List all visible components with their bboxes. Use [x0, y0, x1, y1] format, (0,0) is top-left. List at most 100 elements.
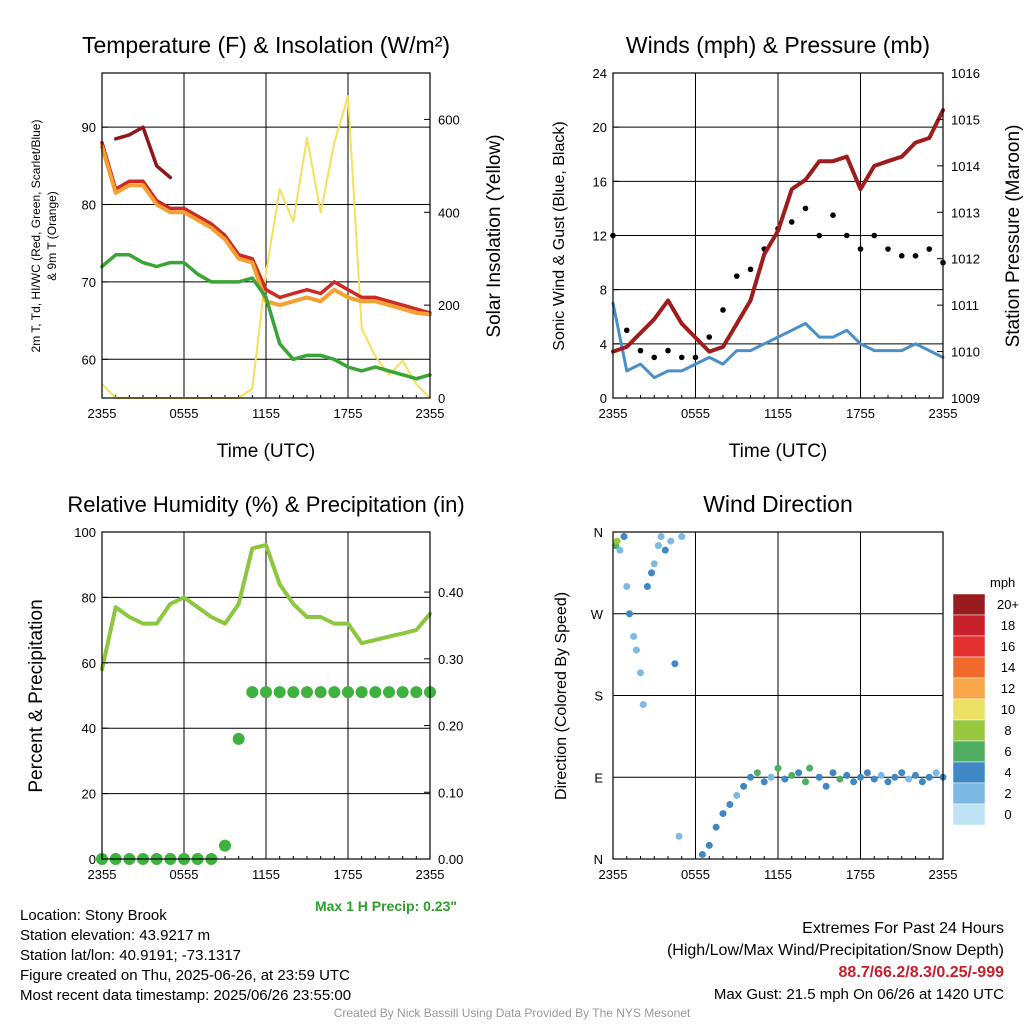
gust-point [871, 232, 878, 239]
series-line-2m-t [100, 140, 432, 315]
gust-point [733, 273, 740, 279]
legend-label: 10 [1001, 702, 1015, 717]
chart-title: Winds (mph) & Pressure (mb) [626, 32, 930, 58]
direction-point [806, 764, 814, 772]
direction-point [932, 769, 940, 777]
gust-point [720, 307, 726, 313]
legend-swatch [952, 803, 986, 826]
direction-point [753, 769, 761, 777]
direction-point [719, 810, 727, 818]
latlon-text: Station lat/lon: 40.9191; -73.1317 [20, 947, 242, 964]
y-axis-label: Percent & Precipitation [26, 599, 47, 792]
direction-point [740, 782, 748, 790]
right-y-tick-label: 1010 [951, 345, 980, 360]
x-tick-label: 1155 [764, 406, 792, 421]
gust-point [843, 232, 850, 239]
x-tick-label: 2355 [88, 406, 117, 421]
elevation-text: Station elevation: 43.9217 m [20, 927, 211, 944]
x-tick-label: 1755 [334, 867, 363, 882]
direction-point [891, 773, 899, 781]
chart-title: Relative Humidity (%) & Precipitation (i… [67, 492, 464, 517]
legend-swatch [952, 614, 986, 637]
legend-label: 16 [1001, 639, 1015, 654]
precip-point [342, 686, 354, 699]
direction-point [705, 841, 713, 849]
gust-point [678, 354, 685, 361]
max-precip-annotation: Max 1 H Precip: 0.23" [315, 898, 457, 914]
right-y-tick-label: 1009 [951, 391, 980, 406]
left-y-tick-label: 0 [89, 852, 96, 867]
legend-swatch [952, 698, 986, 721]
gust-point [651, 354, 658, 361]
gust-point [816, 232, 823, 239]
legend-label: 18 [1001, 618, 1015, 633]
plot-frame [101, 531, 431, 860]
precip-point [396, 686, 409, 699]
right-y-tick-label: 0.00 [438, 852, 463, 867]
legend-swatch [952, 593, 986, 616]
direction-point [815, 773, 823, 781]
x-tick-label: 0555 [170, 867, 199, 882]
legend-label: 0 [1004, 807, 1011, 822]
direction-point [863, 769, 871, 777]
legend-label: 8 [1004, 723, 1011, 738]
direction-point [788, 771, 796, 779]
precip-point [355, 686, 368, 699]
left-y-tick-label: 12 [593, 229, 607, 244]
left-y-tick-label: 20 [82, 787, 96, 802]
direction-tick-label: N [594, 852, 603, 867]
direction-point [667, 537, 675, 545]
direction-point [884, 778, 892, 786]
right-y-tick-label: 0.30 [438, 652, 463, 667]
right-y-axis-label: Station Pressure (Maroon) [1003, 125, 1024, 348]
left-y-tick-label: 90 [82, 120, 96, 135]
direction-point [678, 533, 686, 541]
right-y-tick-label: 0.20 [438, 719, 463, 734]
legend-label: 14 [1001, 660, 1015, 675]
left-y-tick-label: 4 [600, 337, 607, 352]
x-tick-label: 1155 [252, 867, 280, 882]
direction-point [767, 773, 775, 781]
direction-point [654, 542, 662, 550]
y-axis-label: Sonic Wind & Gust (Blue, Black) [551, 121, 568, 350]
direction-point [905, 775, 913, 783]
gust-point [637, 347, 644, 354]
legend-label: 2 [1004, 786, 1011, 801]
legend-label: 12 [1001, 681, 1015, 696]
direction-point [760, 778, 768, 786]
left-y-tick-label: 8 [600, 283, 607, 298]
direction-point [632, 646, 640, 654]
chart-title: Wind Direction [703, 491, 853, 517]
pressure-line [611, 108, 945, 354]
precip-point [260, 686, 272, 699]
credit-text: Created By Nick Bassill Using Data Provi… [333, 1006, 691, 1020]
direction-point [626, 610, 633, 618]
gust-point [788, 219, 795, 225]
direction-point [671, 660, 679, 668]
series-line-hi [113, 125, 173, 180]
left-y-tick-label: 80 [82, 590, 96, 605]
left-y-tick-label: 70 [82, 275, 96, 290]
left-y-tick-label: 16 [593, 174, 607, 189]
legend-label: 6 [1004, 744, 1011, 759]
extremes-subtitle: (High/Low/Max Wind/Precipitation/Snow De… [666, 942, 1004, 959]
precip-point [246, 686, 259, 699]
gust-point [857, 246, 864, 252]
right-y-tick-label: 0.40 [438, 585, 463, 600]
direction-point [657, 533, 665, 541]
x-tick-label: 1755 [846, 867, 875, 882]
left-y-tick-label: 100 [74, 525, 96, 540]
extremes-box: Extremes For Past 24 Hours (High/Low/Max… [667, 918, 1004, 1006]
direction-point [643, 583, 651, 590]
legend-swatch [952, 740, 986, 763]
right-y-tick-label: 200 [438, 298, 460, 313]
direction-point [898, 769, 906, 777]
right-y-tick-label: 0 [438, 391, 445, 406]
precip-point [273, 686, 286, 699]
x-axis-label: Time (UTC) [729, 441, 828, 462]
direction-point [822, 782, 830, 790]
right-y-tick-label: 1016 [951, 66, 980, 81]
right-y-axis-label: Solar Insolation (Yellow) [484, 134, 505, 337]
legend-swatch [952, 719, 986, 742]
